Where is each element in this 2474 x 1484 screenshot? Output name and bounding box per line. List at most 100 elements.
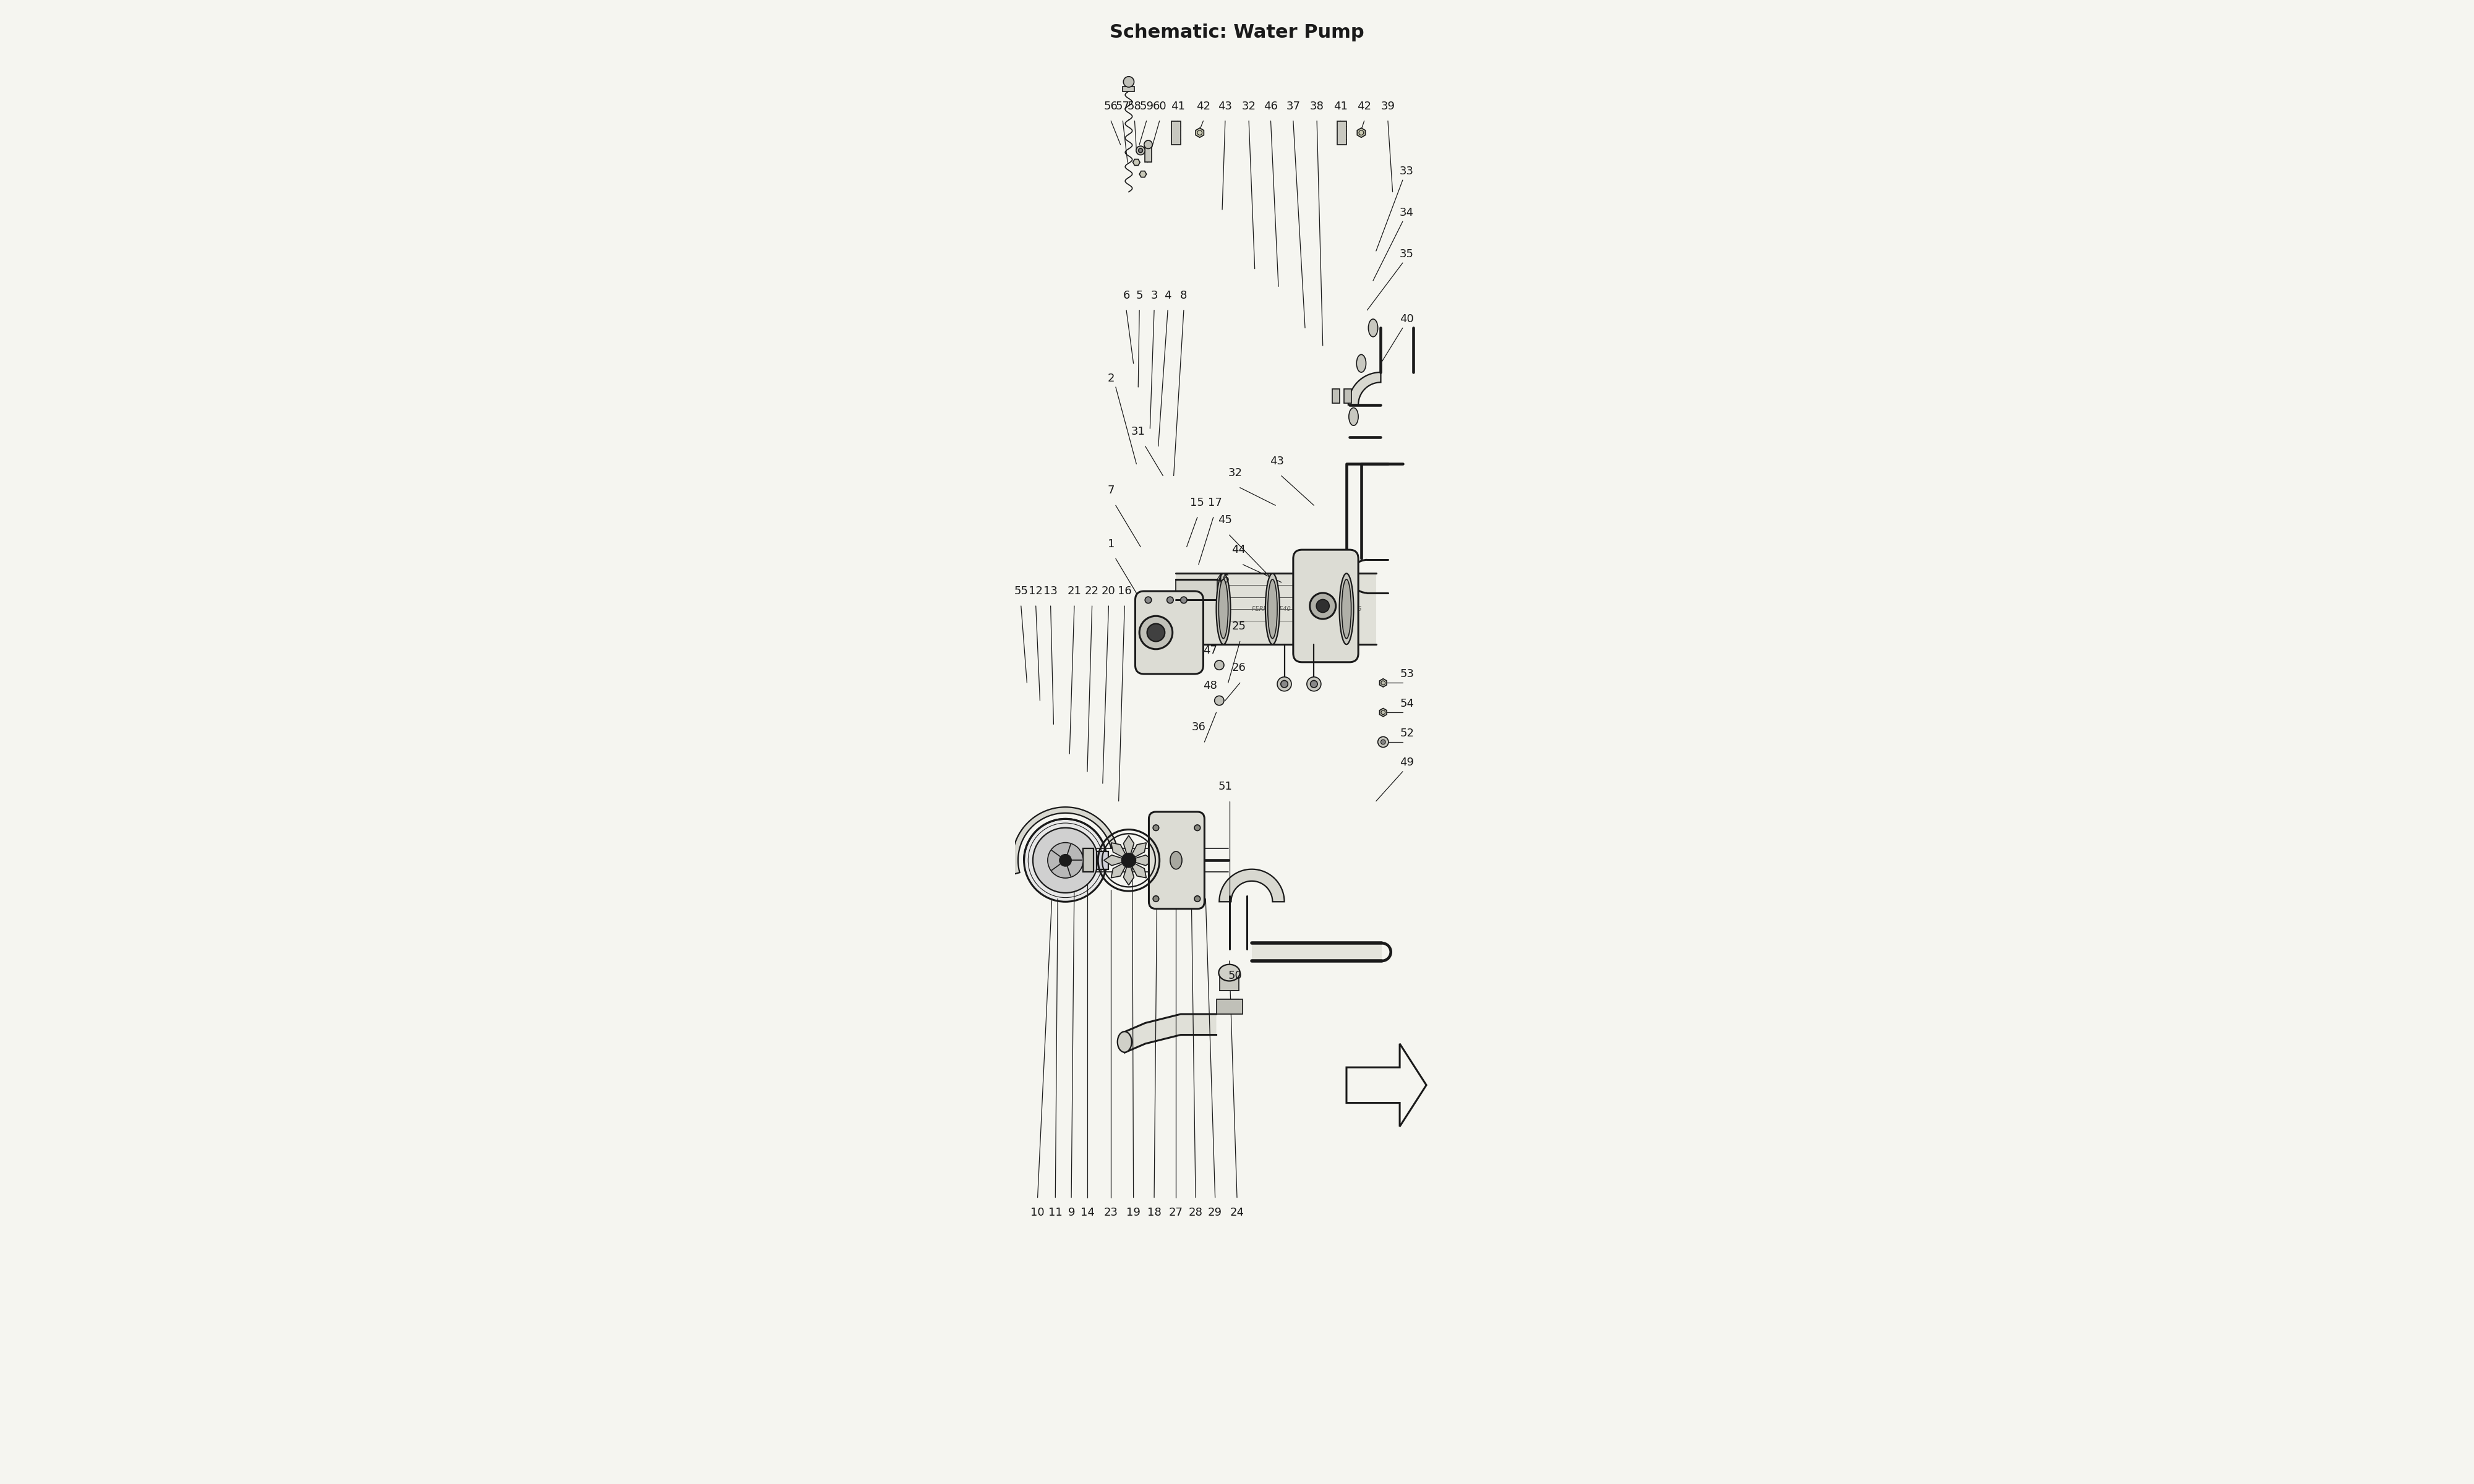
Polygon shape xyxy=(1358,128,1366,138)
Circle shape xyxy=(1032,828,1098,893)
Ellipse shape xyxy=(1118,1031,1131,1052)
Text: 22: 22 xyxy=(1086,586,1098,597)
Circle shape xyxy=(1047,843,1084,879)
Text: 20: 20 xyxy=(1101,586,1116,597)
Polygon shape xyxy=(1012,807,1116,874)
Text: 58: 58 xyxy=(1128,101,1141,111)
Circle shape xyxy=(1168,597,1173,604)
Ellipse shape xyxy=(1220,965,1239,981)
Text: 4: 4 xyxy=(1165,289,1170,301)
Text: 53: 53 xyxy=(1400,668,1415,680)
FancyBboxPatch shape xyxy=(1294,549,1358,662)
Bar xyxy=(1150,813,1202,908)
Text: 18: 18 xyxy=(1148,1206,1160,1218)
Circle shape xyxy=(1141,616,1173,649)
Polygon shape xyxy=(1141,171,1145,177)
Circle shape xyxy=(1215,660,1225,669)
Bar xyxy=(1123,86,1136,92)
Text: 31: 31 xyxy=(1131,426,1145,436)
Text: 47: 47 xyxy=(1202,644,1217,656)
Circle shape xyxy=(1277,677,1291,692)
Text: 16: 16 xyxy=(1118,586,1131,597)
Text: 46: 46 xyxy=(1215,574,1230,585)
Text: 50: 50 xyxy=(1227,971,1242,981)
Polygon shape xyxy=(1252,944,1383,960)
Text: 1: 1 xyxy=(1108,539,1113,549)
Circle shape xyxy=(1309,594,1336,619)
Ellipse shape xyxy=(1338,573,1353,644)
Circle shape xyxy=(1024,819,1106,902)
Polygon shape xyxy=(1348,372,1380,405)
Text: 17: 17 xyxy=(1207,497,1222,508)
Circle shape xyxy=(1316,600,1329,613)
Text: 39: 39 xyxy=(1380,101,1395,111)
FancyBboxPatch shape xyxy=(1136,591,1202,674)
Circle shape xyxy=(1123,77,1133,88)
Text: 37: 37 xyxy=(1286,101,1301,111)
Bar xyxy=(1336,120,1346,144)
Circle shape xyxy=(1153,825,1158,831)
Ellipse shape xyxy=(1267,579,1277,638)
Text: 59: 59 xyxy=(1141,101,1153,111)
Text: 2: 2 xyxy=(1108,372,1113,384)
Circle shape xyxy=(1282,681,1289,687)
Polygon shape xyxy=(1103,855,1128,865)
Ellipse shape xyxy=(1356,355,1366,372)
Circle shape xyxy=(1138,148,1143,153)
Bar xyxy=(1145,145,1153,162)
Bar xyxy=(1220,972,1239,990)
Circle shape xyxy=(1380,739,1385,745)
Ellipse shape xyxy=(1348,408,1358,426)
Text: 41: 41 xyxy=(1170,101,1185,111)
Ellipse shape xyxy=(1143,141,1153,148)
Text: 32: 32 xyxy=(1242,101,1257,111)
Bar xyxy=(1084,849,1094,873)
Text: 33: 33 xyxy=(1400,166,1415,177)
Circle shape xyxy=(1059,855,1071,867)
Text: 5: 5 xyxy=(1136,289,1143,301)
Text: Schematic: Water Pump: Schematic: Water Pump xyxy=(1111,24,1363,42)
Text: 46: 46 xyxy=(1264,101,1277,111)
Bar xyxy=(1096,852,1108,870)
Polygon shape xyxy=(1380,708,1388,717)
Text: 24: 24 xyxy=(1230,1206,1244,1218)
Polygon shape xyxy=(1175,573,1376,644)
Text: 26: 26 xyxy=(1232,662,1247,674)
Text: 6: 6 xyxy=(1123,289,1131,301)
Circle shape xyxy=(1378,736,1388,748)
Text: 9: 9 xyxy=(1069,1206,1074,1218)
Text: FERRARI F40  WATER PUMP  A23456: FERRARI F40 WATER PUMP A23456 xyxy=(1252,605,1361,611)
Text: 7: 7 xyxy=(1108,485,1113,496)
Text: 56: 56 xyxy=(1103,101,1118,111)
Text: 60: 60 xyxy=(1153,101,1165,111)
Text: 28: 28 xyxy=(1188,1206,1202,1218)
Circle shape xyxy=(1148,623,1165,641)
Text: 8: 8 xyxy=(1180,289,1188,301)
Text: 15: 15 xyxy=(1190,497,1205,508)
Polygon shape xyxy=(1128,843,1145,861)
Text: 19: 19 xyxy=(1126,1206,1141,1218)
Polygon shape xyxy=(1220,870,1284,902)
Text: 25: 25 xyxy=(1232,622,1247,632)
Text: 43: 43 xyxy=(1269,456,1284,466)
Text: 14: 14 xyxy=(1081,1206,1094,1218)
Text: 43: 43 xyxy=(1217,101,1232,111)
Bar xyxy=(1343,389,1351,404)
Text: 10: 10 xyxy=(1032,1206,1044,1218)
Text: 41: 41 xyxy=(1333,101,1348,111)
Circle shape xyxy=(1195,896,1200,902)
Text: 21: 21 xyxy=(1066,586,1081,597)
Polygon shape xyxy=(1123,861,1133,884)
Text: 13: 13 xyxy=(1044,586,1059,597)
Text: 57: 57 xyxy=(1116,101,1131,111)
Text: 3: 3 xyxy=(1150,289,1158,301)
Circle shape xyxy=(1311,681,1319,687)
Text: 36: 36 xyxy=(1192,721,1205,733)
Text: 42: 42 xyxy=(1195,101,1210,111)
Text: 40: 40 xyxy=(1400,313,1413,325)
Text: 51: 51 xyxy=(1217,781,1232,792)
Circle shape xyxy=(1180,597,1188,604)
Circle shape xyxy=(1136,145,1145,154)
Text: 42: 42 xyxy=(1358,101,1371,111)
Polygon shape xyxy=(1133,159,1141,165)
